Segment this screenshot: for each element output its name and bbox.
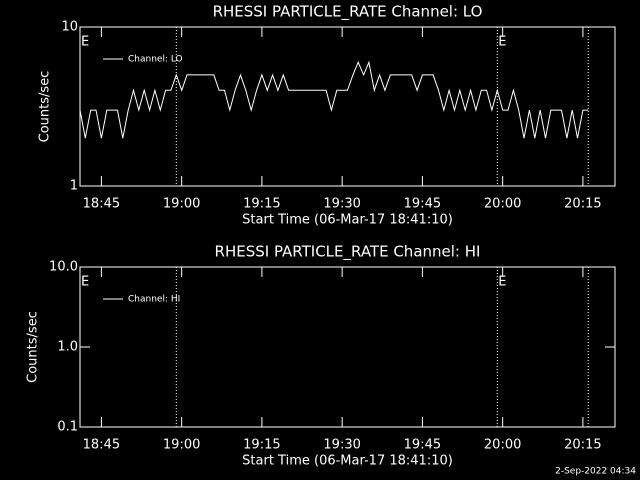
y-tick-label: 1.0 <box>57 340 78 355</box>
y-tick-label: 10 <box>61 20 78 35</box>
y-tick-label: 0.1 <box>57 420 78 435</box>
legend-label: Channel: HI <box>128 295 180 305</box>
x-tick-label: 19:00 <box>163 197 200 212</box>
event-label: E <box>81 35 89 50</box>
plot-frame <box>79 26 616 187</box>
x-tick-label: 19:45 <box>404 197 441 212</box>
event-label: E <box>81 275 89 290</box>
x-tick-label: 18:45 <box>83 197 120 212</box>
chart-title: RHESSI PARTICLE_RATE Channel: LO <box>213 3 483 22</box>
chart-title: RHESSI PARTICLE_RATE Channel: HI <box>215 243 481 262</box>
timestamp: 2-Sep-2022 04:34 <box>555 467 636 477</box>
y-tick-label: 1 <box>70 179 78 194</box>
data-line <box>79 60 589 139</box>
x-axis-label: Start Time (06-Mar-17 18:41:10) <box>242 213 453 228</box>
x-tick-label: 19:15 <box>243 197 280 212</box>
plot-frame <box>79 266 616 428</box>
legend-label: Channel: LO <box>128 55 183 65</box>
event-label: E <box>498 35 506 50</box>
x-axis-label: Start Time (06-Mar-17 18:41:10) <box>242 454 453 469</box>
event-label: E <box>498 275 506 290</box>
x-tick-label: 19:30 <box>323 197 360 212</box>
x-tick-label: 20:15 <box>564 438 601 453</box>
x-tick-label: 20:00 <box>484 197 521 212</box>
x-tick-label: 19:45 <box>404 438 441 453</box>
y-tick-label: 10.0 <box>49 260 78 275</box>
x-tick-label: 19:00 <box>163 438 200 453</box>
x-tick-label: 20:00 <box>484 438 521 453</box>
x-tick-label: 20:15 <box>564 197 601 212</box>
y-axis-label: Counts/sec <box>26 311 41 383</box>
x-tick-label: 18:45 <box>83 438 120 453</box>
y-axis-label: Counts/sec <box>38 71 53 143</box>
x-tick-label: 19:30 <box>323 438 360 453</box>
x-tick-label: 19:15 <box>243 438 280 453</box>
